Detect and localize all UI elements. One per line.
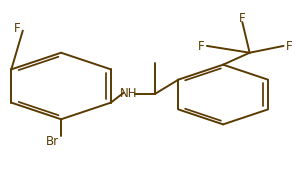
Text: F: F	[198, 40, 204, 53]
Text: F: F	[239, 12, 246, 25]
Text: F: F	[286, 40, 293, 53]
Text: F: F	[14, 22, 20, 35]
Text: NH: NH	[120, 87, 138, 100]
Text: Br: Br	[46, 135, 59, 148]
